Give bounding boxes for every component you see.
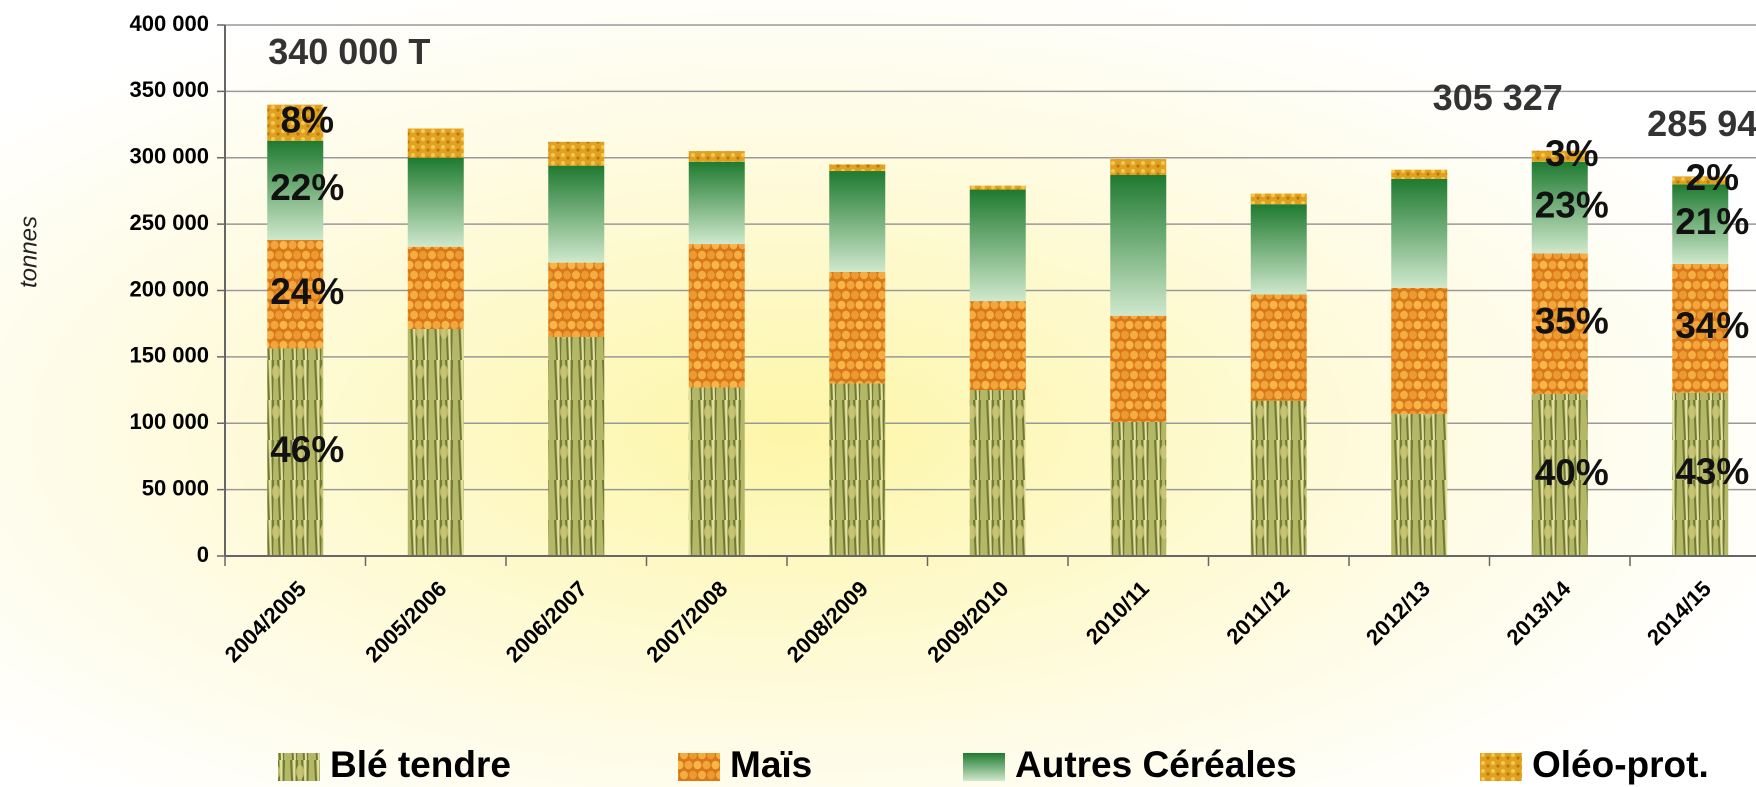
bar-segment [688, 387, 745, 556]
bar-segment [1391, 178, 1448, 288]
legend-swatch [278, 753, 320, 781]
legend-label: Maïs [730, 744, 812, 785]
percent-label: 8% [281, 99, 334, 140]
percent-label: 43% [1675, 451, 1749, 492]
bar-segment [1672, 263, 1729, 393]
percent-label: 35% [1535, 300, 1609, 341]
y-tick-label: 350 000 [129, 77, 209, 102]
bar-segment [1391, 413, 1448, 556]
bar-segment [1250, 400, 1307, 556]
bar-segment [1672, 176, 1729, 185]
bar-segment [1531, 253, 1588, 395]
bar-segment [1110, 421, 1167, 556]
y-tick-label: 300 000 [129, 144, 209, 169]
percent-label: 23% [1535, 184, 1609, 225]
bar-segment [829, 164, 886, 172]
bar-segment [1250, 294, 1307, 401]
y-tick-label: 0 [197, 542, 209, 567]
bar-segment [407, 128, 464, 158]
bar-segment [407, 328, 464, 556]
bar-segment [1531, 394, 1588, 556]
y-tick-label: 400 000 [129, 11, 209, 36]
bar-segment [1250, 193, 1307, 205]
percent-label: 22% [270, 167, 344, 208]
bar-segment [548, 262, 605, 337]
bar-segment [688, 244, 745, 388]
bar-segment [1110, 159, 1167, 176]
bar-segment [1110, 175, 1167, 316]
total-label: 340 000 T [268, 31, 430, 72]
y-tick-label: 100 000 [129, 409, 209, 434]
bar-segment [829, 383, 886, 556]
bar-segment [548, 141, 605, 166]
bar-segment [1672, 392, 1729, 556]
percent-label: 24% [270, 271, 344, 312]
legend-swatch [963, 753, 1005, 781]
percent-label: 46% [270, 429, 344, 470]
percent-label: 21% [1675, 201, 1749, 242]
bar-segment [1531, 150, 1588, 162]
bar-segment [407, 157, 464, 247]
legend-label: Blé tendre [330, 744, 511, 785]
total-label: 285 943 [1647, 103, 1756, 144]
bar-segment [829, 271, 886, 384]
y-tick-label: 200 000 [129, 276, 209, 301]
bar-segment [1250, 204, 1307, 295]
bar-segment [548, 165, 605, 263]
bar-segment [688, 151, 745, 162]
y-axis-label: tonnes [15, 216, 42, 288]
bar-segment [267, 140, 324, 241]
bar-segment [267, 104, 324, 141]
percent-label: 40% [1535, 452, 1609, 493]
y-tick-label: 250 000 [129, 210, 209, 235]
bar-segment [267, 348, 324, 556]
percent-label: 34% [1675, 305, 1749, 346]
bar-segment [969, 390, 1026, 556]
bar-segment [407, 246, 464, 329]
y-tick-label: 150 000 [129, 343, 209, 368]
bar-segment [1391, 169, 1448, 179]
percent-label: 2% [1686, 157, 1739, 198]
bar-segment [1531, 161, 1588, 254]
bar-segment [969, 301, 1026, 391]
bar-segment [1391, 287, 1448, 414]
legend-swatch [1480, 753, 1522, 781]
y-tick-label: 50 000 [142, 475, 209, 500]
legend-label: Oléo-prot. [1532, 744, 1709, 785]
bar-segment [969, 185, 1026, 190]
bar-segment [1110, 315, 1167, 422]
percent-label: 3% [1545, 133, 1598, 174]
bar-segment [969, 189, 1026, 302]
bar-segment [688, 161, 745, 245]
legend-label: Autres Céréales [1015, 744, 1297, 785]
total-label: 305 327 [1433, 77, 1563, 118]
bar-segment [548, 336, 605, 556]
bar-segment [829, 171, 886, 272]
legend-swatch [678, 753, 720, 781]
bar-segment [1672, 184, 1729, 264]
bar-segment [267, 240, 324, 349]
